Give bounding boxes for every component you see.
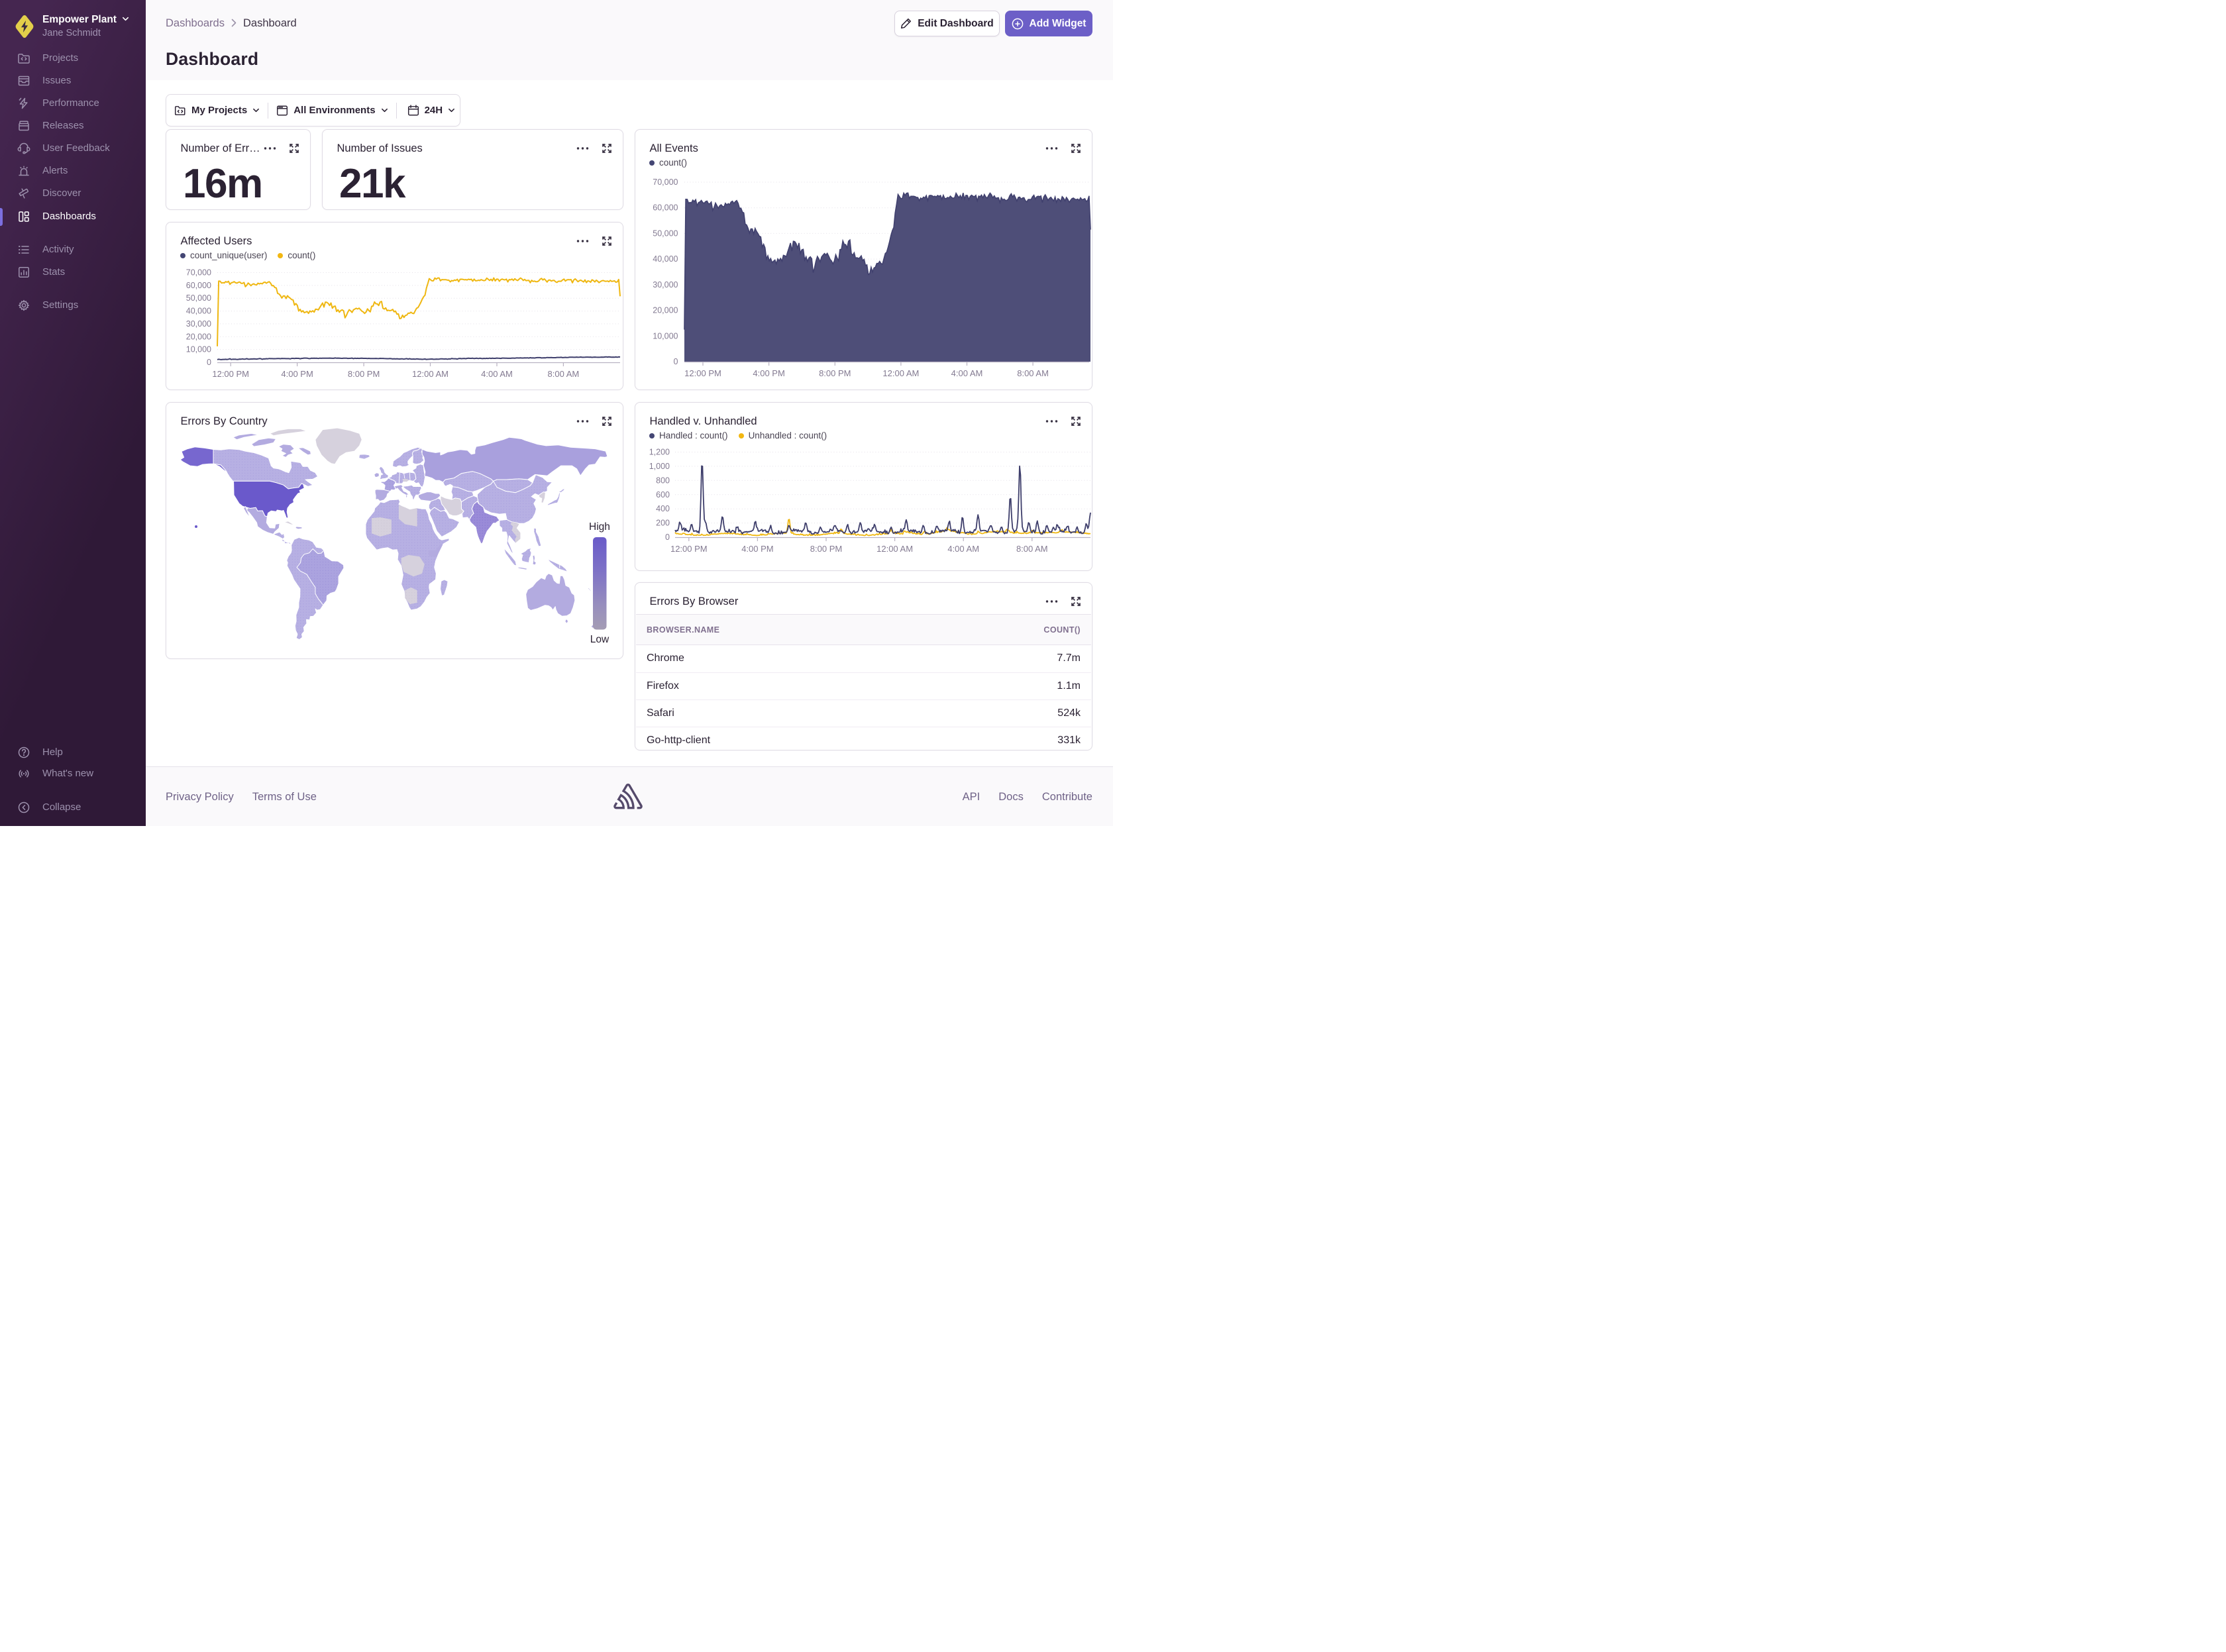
svg-text:High: High bbox=[589, 521, 610, 533]
svg-text:20,000: 20,000 bbox=[653, 306, 678, 315]
svg-text:4:00 PM: 4:00 PM bbox=[281, 369, 313, 379]
svg-text:40,000: 40,000 bbox=[653, 254, 678, 264]
svg-text:Low: Low bbox=[590, 634, 610, 645]
svg-text:4:00 AM: 4:00 AM bbox=[481, 369, 513, 379]
svg-text:1,000: 1,000 bbox=[649, 462, 670, 471]
svg-text:12:00 AM: 12:00 AM bbox=[876, 544, 913, 554]
svg-text:50,000: 50,000 bbox=[653, 229, 678, 238]
svg-text:8:00 AM: 8:00 AM bbox=[1016, 544, 1048, 554]
svg-text:8:00 PM: 8:00 PM bbox=[348, 369, 380, 379]
svg-text:20,000: 20,000 bbox=[186, 332, 211, 341]
svg-text:0: 0 bbox=[674, 357, 678, 366]
svg-text:10,000: 10,000 bbox=[653, 331, 678, 340]
svg-text:12:00 PM: 12:00 PM bbox=[670, 544, 708, 554]
svg-text:4:00 AM: 4:00 AM bbox=[947, 544, 979, 554]
svg-text:12:00 AM: 12:00 AM bbox=[882, 368, 919, 378]
svg-text:50,000: 50,000 bbox=[186, 293, 211, 303]
svg-text:70,000: 70,000 bbox=[186, 268, 211, 278]
svg-text:4:00 PM: 4:00 PM bbox=[741, 544, 773, 554]
svg-text:8:00 PM: 8:00 PM bbox=[819, 368, 851, 378]
svg-text:10,000: 10,000 bbox=[186, 345, 211, 354]
svg-text:40,000: 40,000 bbox=[186, 307, 211, 316]
svg-text:8:00 AM: 8:00 AM bbox=[548, 369, 580, 379]
svg-text:0: 0 bbox=[207, 358, 211, 367]
svg-text:1,200: 1,200 bbox=[649, 448, 670, 457]
svg-text:4:00 AM: 4:00 AM bbox=[951, 368, 983, 378]
svg-text:12:00 PM: 12:00 PM bbox=[684, 368, 721, 378]
svg-text:30,000: 30,000 bbox=[653, 280, 678, 289]
svg-text:70,000: 70,000 bbox=[653, 178, 678, 187]
svg-text:200: 200 bbox=[656, 519, 670, 528]
svg-text:0: 0 bbox=[665, 533, 670, 542]
svg-text:60,000: 60,000 bbox=[653, 203, 678, 213]
svg-text:600: 600 bbox=[656, 490, 670, 499]
svg-text:12:00 PM: 12:00 PM bbox=[212, 369, 249, 379]
svg-text:30,000: 30,000 bbox=[186, 319, 211, 329]
svg-text:800: 800 bbox=[656, 476, 670, 485]
svg-text:8:00 AM: 8:00 AM bbox=[1017, 368, 1049, 378]
svg-text:8:00 PM: 8:00 PM bbox=[810, 544, 842, 554]
svg-text:400: 400 bbox=[656, 504, 670, 513]
svg-text:4:00 PM: 4:00 PM bbox=[753, 368, 784, 378]
svg-text:60,000: 60,000 bbox=[186, 281, 211, 290]
svg-text:12:00 AM: 12:00 AM bbox=[412, 369, 449, 379]
